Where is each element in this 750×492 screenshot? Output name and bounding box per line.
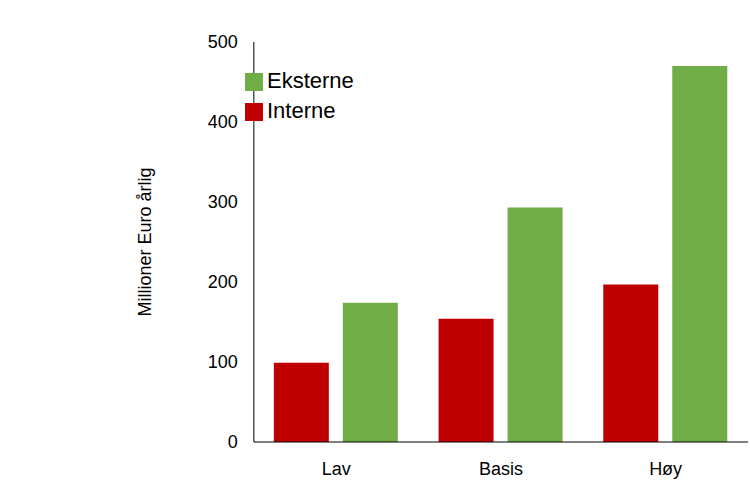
- svg-text:100: 100: [208, 352, 238, 372]
- html-text:Eksterne: Eksterne: [267, 68, 354, 93]
- svg-text:500: 500: [208, 32, 238, 52]
- svg-text:Millioner Euro årlig: Millioner Euro årlig: [135, 167, 155, 316]
- html-text:Interne: Interne: [267, 98, 336, 123]
- svg-text:300: 300: [208, 192, 238, 212]
- svg-text:Basis: Basis: [479, 459, 523, 479]
- svg-text:Lav: Lav: [322, 459, 351, 479]
- svg-text:Høy: Høy: [649, 459, 682, 479]
- svg-text:400: 400: [208, 112, 238, 132]
- svg-text:0: 0: [228, 432, 238, 452]
- svg-text:200: 200: [208, 272, 238, 292]
